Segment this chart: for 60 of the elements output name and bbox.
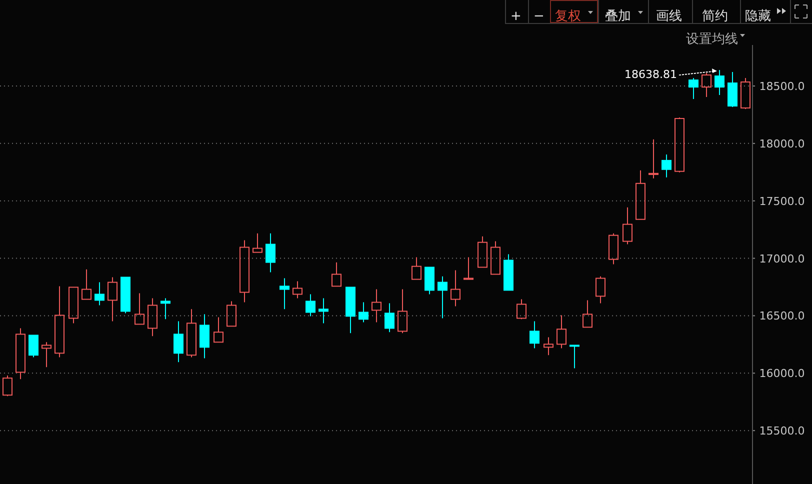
candlestick — [94, 282, 104, 306]
candlestick — [478, 236, 488, 268]
y-tick-label: 17500.0 — [759, 194, 805, 208]
y-tick-label: 17000.0 — [759, 252, 805, 266]
candlestick — [622, 206, 632, 245]
y-tick-label: 18000.0 — [759, 137, 805, 150]
candlestick — [450, 270, 460, 307]
candlestick — [186, 308, 196, 358]
candlestick — [582, 300, 592, 328]
candlestick — [384, 302, 394, 333]
annotation: 18638.81 — [624, 68, 677, 82]
candlestick — [346, 286, 356, 334]
candlestick — [702, 72, 712, 98]
candlestick — [82, 268, 92, 300]
candlestick — [200, 314, 210, 359]
candlestick — [556, 314, 566, 349]
annotation: 设置均线 — [686, 32, 738, 47]
candlestick — [504, 254, 514, 291]
y-tick-label: 15500.0 — [759, 424, 805, 438]
candlestick — [292, 280, 302, 299]
candlestick — [266, 232, 276, 273]
candlestick — [240, 240, 250, 303]
text: − — [534, 9, 544, 24]
candlestick — [108, 276, 118, 322]
candlestick — [16, 328, 26, 380]
candlestick — [134, 292, 144, 325]
candlestick — [636, 170, 646, 220]
candlestick — [332, 262, 342, 287]
candlestick — [570, 344, 580, 369]
candlestick — [544, 336, 554, 356]
y-tick-label: 16500.0 — [759, 310, 805, 323]
candlestick — [318, 298, 328, 324]
candlestick — [148, 298, 158, 337]
candlestick — [490, 240, 500, 275]
candlestick — [280, 278, 290, 310]
candlestick — [688, 77, 698, 100]
candlestick — [530, 320, 540, 349]
candlestick — [438, 276, 448, 319]
text: + — [510, 9, 522, 24]
text: 简约 — [702, 9, 728, 24]
candlestick — [358, 302, 368, 323]
text: 叠加 — [605, 9, 631, 24]
candlestick — [412, 256, 422, 280]
candlestick — [42, 342, 52, 368]
candlestick — [174, 320, 184, 363]
text: 画线 — [656, 9, 682, 24]
candlestick — [662, 154, 672, 178]
y-tick-label: 18500.0 — [759, 80, 805, 94]
text: 复权 — [555, 9, 581, 24]
candlestick — [54, 286, 64, 358]
candlestick — [252, 232, 262, 253]
y-tick-label: 16000.0 — [759, 367, 805, 380]
text: 隐藏 — [745, 9, 771, 24]
candlestick — [728, 71, 738, 108]
candlestick — [648, 138, 658, 179]
candlestick — [214, 316, 224, 343]
candlestick — [464, 256, 474, 280]
candlestick — [372, 288, 382, 323]
candlestick — [306, 294, 316, 317]
candlestick — [398, 288, 408, 334]
